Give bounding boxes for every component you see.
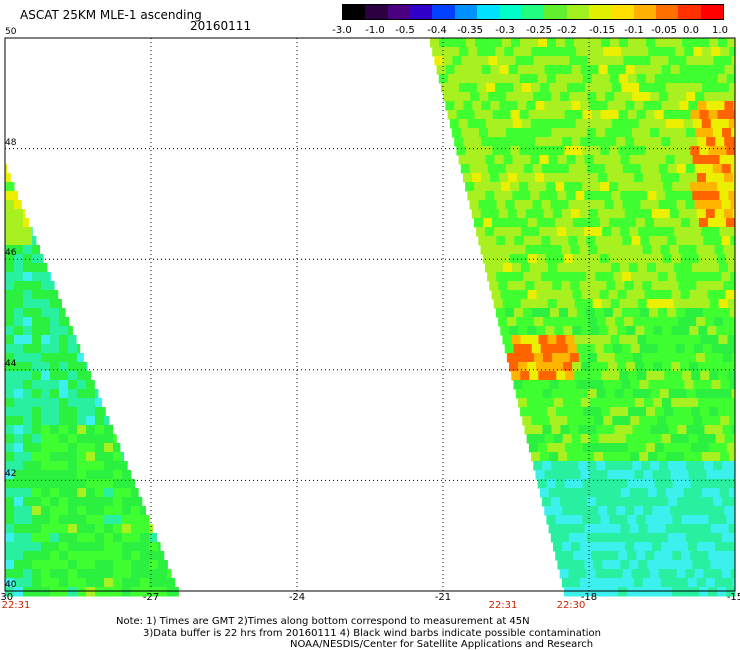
colorbar-swatch bbox=[432, 5, 455, 19]
colorbar-tick-label: -0.1 bbox=[624, 25, 644, 36]
west-swath bbox=[5, 164, 179, 597]
colorbar-tick-label: -0.05 bbox=[651, 25, 677, 36]
colorbar-swatch bbox=[521, 5, 545, 19]
latitude-label: 42 bbox=[5, 469, 17, 480]
colorbar-swatch bbox=[678, 5, 701, 19]
colorbar-tick-label: -0.35 bbox=[457, 25, 483, 36]
colorbar-swatch bbox=[477, 5, 500, 19]
longitude-label: -30 bbox=[0, 592, 14, 603]
note-line-2: 3)Data buffer is 22 hrs from 20160111 4)… bbox=[143, 628, 601, 639]
pass-time-label: 22:31 bbox=[488, 600, 518, 611]
latitude-label: 44 bbox=[5, 358, 17, 369]
colorbar-swatch bbox=[454, 5, 478, 19]
note-line-3: NOAA/NESDIS/Center for Satellite Applica… bbox=[290, 639, 594, 650]
colorbar-swatch bbox=[656, 5, 679, 19]
pass-time-label: 22:30 bbox=[556, 600, 586, 611]
longitude-label: -24 bbox=[288, 592, 306, 603]
colorbar-tick-label: 1.0 bbox=[712, 25, 728, 36]
colorbar-swatch bbox=[633, 5, 657, 19]
colorbar-tick-label: -3.0 bbox=[332, 25, 352, 36]
colorbar-tick-label: -0.4 bbox=[427, 25, 447, 36]
latitude-label: 50 bbox=[5, 27, 17, 37]
colorbar bbox=[342, 4, 724, 20]
colorbar-tick-label: -0.5 bbox=[395, 25, 415, 36]
latitude-label: 46 bbox=[5, 248, 17, 259]
graticule bbox=[5, 38, 735, 591]
east-swath bbox=[430, 38, 736, 597]
pass-time-label: 22:31 bbox=[1, 600, 31, 611]
colorbar-swatch bbox=[387, 5, 411, 19]
colorbar-swatch bbox=[343, 5, 366, 19]
map-frame bbox=[4, 37, 736, 592]
longitude-label: -27 bbox=[142, 592, 160, 603]
longitude-label: -15 bbox=[726, 592, 740, 603]
colorbar-tick-label: 0.0 bbox=[683, 25, 699, 36]
latitude-label: 48 bbox=[5, 137, 17, 148]
scatterometer-swaths bbox=[5, 38, 736, 597]
colorbar-swatch bbox=[499, 5, 522, 19]
colorbar-swatch bbox=[566, 5, 589, 19]
colorbar-swatch bbox=[588, 5, 612, 19]
latitude-label: 40 bbox=[5, 580, 17, 590]
colorbar-swatch bbox=[410, 5, 433, 19]
colorbar-swatch bbox=[365, 5, 388, 19]
colorbar-swatch bbox=[611, 5, 634, 19]
colorbar-tick-label: -0.2 bbox=[557, 25, 577, 36]
colorbar-tick-label: -0.15 bbox=[589, 25, 615, 36]
colorbar-swatch bbox=[544, 5, 567, 19]
colorbar-tick-label: -1.0 bbox=[365, 25, 385, 36]
colorbar-swatch bbox=[700, 5, 724, 19]
longitude-label: -21 bbox=[434, 592, 452, 603]
note-line-1: Note: 1) Times are GMT 2)Times along bot… bbox=[116, 616, 530, 627]
date-label: 20160111 bbox=[190, 19, 252, 33]
title: ASCAT 25KM MLE-1 ascending bbox=[20, 8, 202, 22]
colorbar-tick-label: -0.3 bbox=[495, 25, 515, 36]
colorbar-tick-label: -0.25 bbox=[526, 25, 552, 36]
longitude-label: -18 bbox=[580, 592, 598, 603]
